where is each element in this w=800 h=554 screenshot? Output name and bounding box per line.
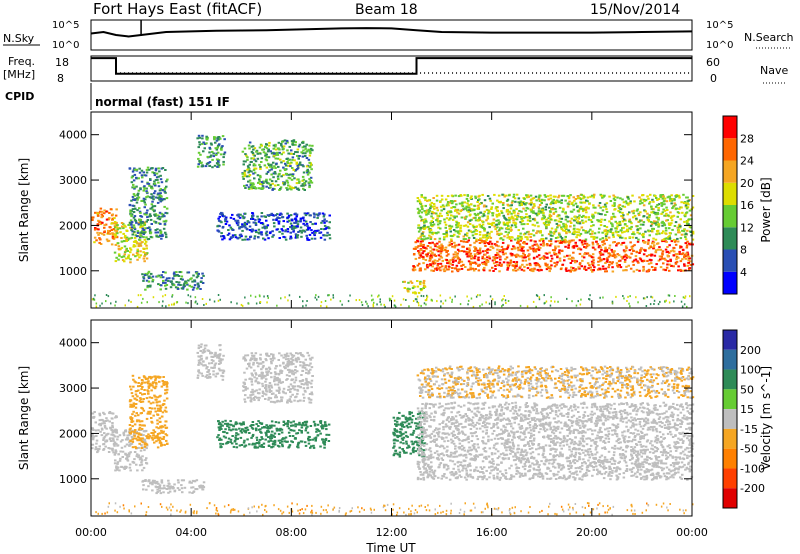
freq-label-line1: Freq. — [8, 55, 35, 68]
power-colorbar-label: Power [dB] — [759, 177, 773, 242]
power-ytick-2000: 2000 — [59, 219, 87, 232]
power-region-9 — [416, 193, 695, 241]
velocity-sparse-echoes — [95, 502, 694, 516]
time-tick-2: 08:00 — [275, 526, 307, 539]
power-colorbar-tick: 4 — [740, 266, 747, 279]
time-tick-3: 12:00 — [376, 526, 408, 539]
power-colorbar-segment — [723, 227, 737, 250]
cpid-text: normal (fast) 151 IF — [95, 95, 230, 109]
velocity-colorbar-tick: 50 — [740, 383, 754, 396]
velocity-ytick-3000: 3000 — [59, 382, 87, 395]
power-colorbar-segment — [723, 160, 737, 183]
noise-series-line — [90, 27, 693, 38]
velocity-colorbar-tick: 200 — [740, 344, 761, 357]
velocity-region-6 — [216, 419, 331, 449]
frequency-line — [91, 57, 692, 75]
power-colorbar-tick: 8 — [740, 244, 747, 257]
velocity-colorbar-segment — [723, 468, 737, 489]
velocity-colorbar-segment — [723, 349, 737, 370]
power-region-2 — [128, 166, 169, 241]
velocity-region-0 — [91, 411, 119, 454]
velocity-region-2 — [128, 374, 169, 449]
time-tick-5: 20:00 — [576, 526, 608, 539]
velocity-colorbar-segment — [723, 369, 737, 390]
nsearch-label: N.Search — [744, 31, 794, 44]
nave-right-tick-0: 0 — [710, 72, 717, 85]
power-colorbar-segment — [723, 271, 737, 294]
velocity-colorbar-segment — [723, 428, 737, 449]
power-colorbar-segment — [723, 138, 737, 161]
frequency-panel: Freq. [MHz] 18 8 60 0 Nave — [3, 55, 788, 85]
velocity-colorbar-segment — [723, 448, 737, 469]
station-title: Fort Hays East (fitACF) — [93, 0, 262, 18]
velocity-colorbar-tick: 100 — [740, 364, 761, 377]
power-region-6 — [216, 211, 332, 241]
velocity-region-8 — [416, 401, 695, 481]
time-tick-4: 16:00 — [476, 526, 508, 539]
noise-panel: N.Sky 10^5 10^0 10^5 10^0 N.Search — [3, 19, 794, 51]
velocity-colorbar-tick: -100 — [740, 462, 765, 475]
velocity-colorbar-tick: -50 — [740, 443, 758, 456]
power-region-4 — [196, 134, 227, 169]
power-region-7 — [402, 279, 427, 295]
power-sparse-echoes — [91, 294, 691, 308]
velocity-region-9 — [416, 365, 695, 400]
time-tick-1: 04:00 — [175, 526, 207, 539]
time-tick-0: 00:00 — [75, 526, 107, 539]
velocity-colorbar-label: Velocity [m s^-1] — [759, 366, 773, 470]
power-region-8 — [411, 239, 695, 273]
velocity-ytick-2000: 2000 — [59, 427, 87, 440]
velocity-colorbar-tick: 15 — [740, 403, 754, 416]
nsky-label: N.Sky — [3, 32, 35, 45]
noise-right-tick-top: 10^5 — [706, 20, 733, 31]
power-colorbar-tick: 20 — [740, 177, 754, 190]
power-ytick-4000: 4000 — [59, 129, 87, 142]
power-colorbar-segment — [723, 249, 737, 272]
power-ytick-3000: 3000 — [59, 174, 87, 187]
velocity-colorbar-segment — [723, 330, 737, 350]
time-axis: 00:00 04:00 08:00 12:00 16:00 20:00 00:00 — [75, 112, 708, 539]
date-title: 15/Nov/2014 — [590, 2, 680, 18]
velocity-region-4 — [196, 343, 226, 381]
power-region-3 — [141, 270, 205, 291]
noise-left-tick-bottom: 10^0 — [52, 40, 79, 51]
noise-left-tick-top: 10^5 — [52, 20, 79, 31]
velocity-region-3 — [141, 479, 206, 495]
velocity-region-5 — [242, 351, 314, 404]
power-ytick-1000: 1000 — [59, 265, 87, 278]
cpid-label: CPID — [5, 90, 34, 103]
velocity-colorbar-segment — [723, 409, 737, 429]
nave-right-tick-60: 60 — [706, 56, 720, 69]
power-colorbar-segment — [723, 116, 737, 139]
velocity-colorbar-tick: -200 — [740, 482, 765, 495]
velocity-ytick-4000: 4000 — [59, 337, 87, 350]
velocity-colorbar-segment — [723, 389, 737, 410]
velocity-ytick-1000: 1000 — [59, 473, 87, 486]
power-colorbar-tick: 28 — [740, 132, 754, 145]
freq-label-line2: [MHz] — [3, 68, 35, 81]
velocity-ylabel: Slant Range [km] — [17, 366, 31, 470]
power-ylabel: Slant Range [km] — [17, 158, 31, 262]
noise-right-tick-bottom: 10^0 — [706, 40, 733, 51]
power-region-5 — [241, 139, 314, 191]
velocity-region-7 — [392, 411, 427, 458]
time-tick-6: 00:00 — [676, 526, 708, 539]
power-colorbar-tick: 24 — [740, 155, 754, 168]
time-axis-label: Time UT — [365, 541, 416, 554]
nave-label: Nave — [760, 64, 788, 77]
freq-left-tick-8: 8 — [57, 72, 64, 85]
velocity-colorbar-segment — [723, 488, 737, 508]
freq-left-tick-18: 18 — [55, 56, 69, 69]
power-panel: 1000 2000 3000 4000 Slant Range [km] 4 8 12 16… — [17, 111, 773, 309]
velocity-colorbar-tick: -15 — [740, 423, 758, 436]
power-colorbar-tick: 16 — [740, 199, 754, 212]
power-colorbar-tick: 12 — [740, 221, 754, 234]
beam-title: Beam 18 — [355, 2, 418, 18]
power-colorbar-segment — [723, 182, 737, 205]
power-colorbar-segment — [723, 205, 737, 228]
velocity-panel: 1000 2000 3000 4000 Slant Range [km] 200 100… — [17, 319, 773, 517]
